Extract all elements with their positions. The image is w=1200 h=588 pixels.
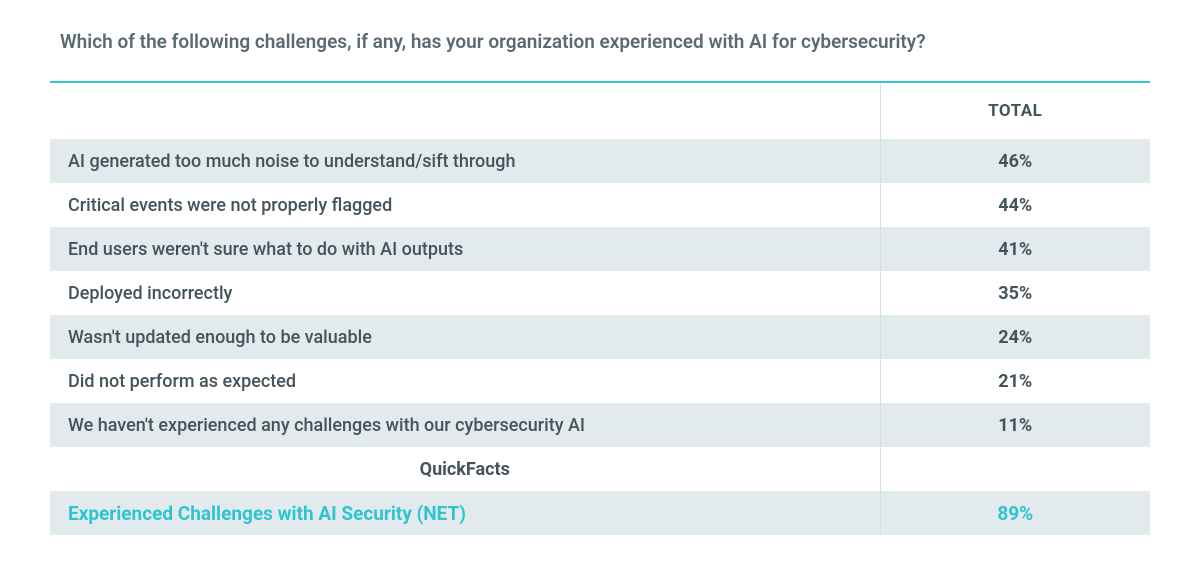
- results-table: TOTAL AI generated too much noise to und…: [50, 81, 1150, 535]
- survey-question-title: Which of the following challenges, if an…: [60, 30, 1150, 53]
- net-row: Experienced Challenges with AI Security …: [50, 491, 1150, 535]
- table-row: Did not perform as expected 21%: [50, 359, 1150, 403]
- row-label: We haven't experienced any challenges wi…: [50, 403, 880, 447]
- header-total-col: TOTAL: [880, 82, 1150, 139]
- table-row: Deployed incorrectly 35%: [50, 271, 1150, 315]
- net-value: 89%: [880, 491, 1150, 535]
- row-value: 41%: [880, 227, 1150, 271]
- row-label: End users weren't sure what to do with A…: [50, 227, 880, 271]
- table-header-row: TOTAL: [50, 82, 1150, 139]
- row-label: Critical events were not properly flagge…: [50, 183, 880, 227]
- table-row: AI generated too much noise to understan…: [50, 139, 1150, 183]
- row-value: 11%: [880, 403, 1150, 447]
- row-label: AI generated too much noise to understan…: [50, 139, 880, 183]
- net-label: Experienced Challenges with AI Security …: [50, 491, 880, 535]
- row-label: Wasn't updated enough to be valuable: [50, 315, 880, 359]
- row-value: 21%: [880, 359, 1150, 403]
- row-value: 44%: [880, 183, 1150, 227]
- row-value: 46%: [880, 139, 1150, 183]
- table-row: Critical events were not properly flagge…: [50, 183, 1150, 227]
- table-row: End users weren't sure what to do with A…: [50, 227, 1150, 271]
- section-label: QuickFacts: [50, 447, 880, 491]
- row-label: Did not perform as expected: [50, 359, 880, 403]
- row-value: 24%: [880, 315, 1150, 359]
- header-label-col: [50, 82, 880, 139]
- table-row: Wasn't updated enough to be valuable 24%: [50, 315, 1150, 359]
- section-value: [880, 447, 1150, 491]
- row-value: 35%: [880, 271, 1150, 315]
- table-row: We haven't experienced any challenges wi…: [50, 403, 1150, 447]
- section-row: QuickFacts: [50, 447, 1150, 491]
- row-label: Deployed incorrectly: [50, 271, 880, 315]
